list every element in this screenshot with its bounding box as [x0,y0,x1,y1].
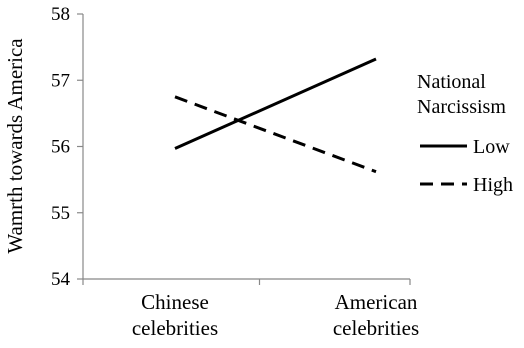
series-line-low [174,57,377,150]
legend-title: National Narcissism [417,71,506,118]
x-category-label-line: Chinese [141,290,209,314]
x-category-label-line: celebrities [333,316,419,340]
y-tick-label: 57 [51,70,70,91]
y-axis-label: Wamrth towards America [3,38,27,254]
y-tick-label: 54 [51,269,71,290]
legend-title-line: Narcissism [417,96,506,118]
x-category-label: Chinese celebrities [132,290,218,340]
series-line-high [174,95,377,174]
y-axis-ticks: 54 55 56 57 58 [51,4,83,290]
y-tick-label: 55 [51,203,70,224]
legend-title-line: National [417,71,486,93]
x-category-label: American celebrities [333,290,419,340]
y-tick-label: 58 [51,4,70,25]
legend-label-low: Low [473,136,510,158]
chart-axes [82,14,411,285]
y-tick-label: 56 [51,137,70,158]
legend-label-high: High [473,174,513,196]
chart-series [174,57,377,174]
chart-legend: National Narcissism Low High [417,71,513,196]
x-category-label-line: American [335,290,418,314]
x-category-label-line: celebrities [132,316,218,340]
